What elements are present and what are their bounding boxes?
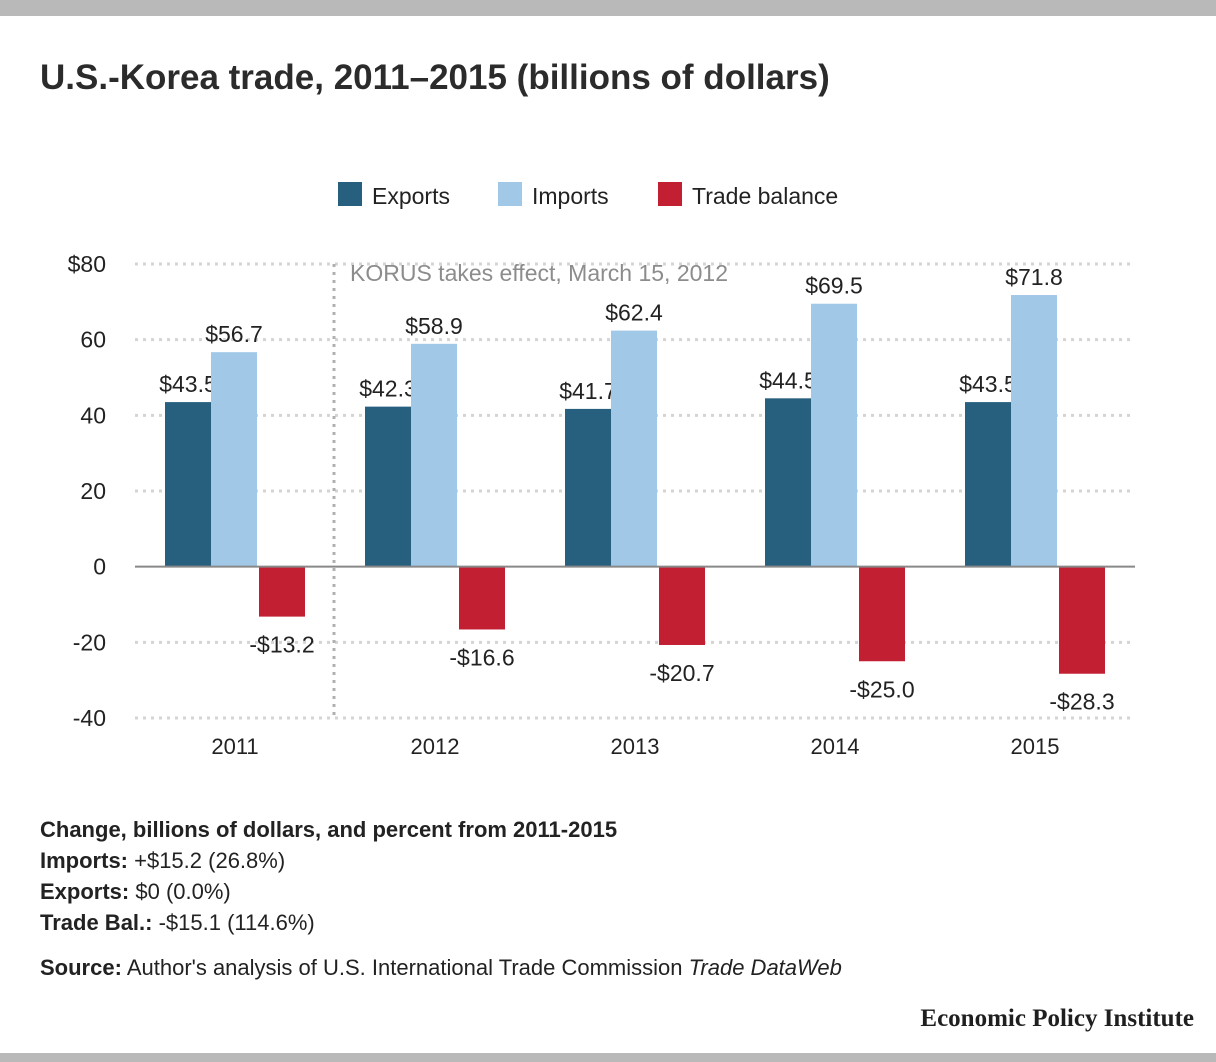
bar-exports-2012 bbox=[365, 406, 411, 567]
notes-imports: Imports: +$15.2 (26.8%) bbox=[40, 845, 617, 876]
source-note: Source: Author's analysis of U.S. Intern… bbox=[40, 955, 842, 981]
notes-balance-value: -$15.1 (114.6%) bbox=[152, 910, 315, 935]
x-tick-label-2014: 2014 bbox=[811, 734, 860, 759]
data-label-exports-2014: $44.5 bbox=[759, 367, 817, 393]
notes-balance: Trade Bal.: -$15.1 (114.6%) bbox=[40, 907, 617, 938]
y-tick-label: $80 bbox=[68, 251, 106, 277]
change-notes: Change, billions of dollars, and percent… bbox=[40, 814, 617, 938]
data-label-imports-2011: $56.7 bbox=[205, 321, 263, 347]
notes-imports-label: Imports: bbox=[40, 848, 128, 873]
y-tick-label: 20 bbox=[80, 478, 106, 504]
data-label-imports-2015: $71.8 bbox=[1005, 264, 1063, 290]
bar-imports-2012 bbox=[411, 343, 457, 567]
brand-logo: Economic Policy Institute bbox=[920, 1005, 1194, 1032]
bar-trade-balance-2012 bbox=[459, 566, 505, 630]
legend-label-1: Exports bbox=[372, 183, 450, 209]
data-label-exports-2015: $43.5 bbox=[959, 371, 1017, 397]
data-label-trade-balance-2013: -$20.7 bbox=[649, 660, 714, 686]
source-label: Source: bbox=[40, 955, 122, 980]
legend-label-2: Imports bbox=[532, 183, 609, 209]
data-label-exports-2013: $41.7 bbox=[559, 378, 617, 404]
bar-imports-2011 bbox=[211, 352, 257, 567]
y-tick-label: 60 bbox=[80, 327, 106, 353]
bar-trade-balance-2013 bbox=[659, 566, 705, 645]
data-label-trade-balance-2015: -$28.3 bbox=[1049, 689, 1114, 715]
data-label-trade-balance-2014: -$25.0 bbox=[849, 676, 914, 702]
chart-title: U.S.-Korea trade, 2011–2015 (billions of… bbox=[40, 58, 830, 97]
x-tick-label-2012: 2012 bbox=[411, 734, 460, 759]
legend-swatch-1 bbox=[338, 182, 362, 206]
source-italic: Trade DataWeb bbox=[688, 955, 842, 980]
source-text: Author's analysis of U.S. International … bbox=[121, 955, 689, 980]
data-label-imports-2013: $62.4 bbox=[605, 300, 663, 326]
bar-exports-2015 bbox=[965, 402, 1011, 567]
bottom-band bbox=[0, 1053, 1216, 1062]
y-tick-label: 40 bbox=[80, 402, 106, 428]
bar-imports-2014 bbox=[811, 303, 857, 567]
notes-heading: Change, billions of dollars, and percent… bbox=[40, 817, 618, 842]
y-tick-label: -40 bbox=[73, 705, 106, 731]
x-tick-label-2015: 2015 bbox=[1011, 734, 1060, 759]
legend-swatch-3 bbox=[658, 182, 682, 206]
legend-swatch-2 bbox=[498, 182, 522, 206]
notes-exports-label: Exports: bbox=[40, 879, 130, 904]
notes-imports-value: +$15.2 (26.8%) bbox=[128, 848, 286, 873]
y-tick-label: 0 bbox=[93, 554, 106, 580]
y-tick-label: -20 bbox=[73, 629, 106, 655]
notes-exports: Exports: $0 (0.0%) bbox=[40, 876, 617, 907]
data-label-trade-balance-2011: -$13.2 bbox=[249, 632, 314, 658]
bar-imports-2015 bbox=[1011, 295, 1057, 567]
data-label-exports-2011: $43.5 bbox=[159, 371, 217, 397]
bar-exports-2013 bbox=[565, 408, 611, 567]
top-band bbox=[0, 0, 1216, 16]
bar-trade-balance-2015 bbox=[1059, 566, 1105, 674]
notes-exports-value: $0 (0.0%) bbox=[129, 879, 231, 904]
data-label-imports-2012: $58.9 bbox=[405, 313, 463, 339]
x-tick-label-2013: 2013 bbox=[611, 734, 660, 759]
legend-label-3: Trade balance bbox=[692, 183, 838, 209]
data-label-exports-2012: $42.3 bbox=[359, 376, 417, 402]
bar-trade-balance-2011 bbox=[259, 566, 305, 617]
annotation-label: KORUS takes effect, March 15, 2012 bbox=[350, 260, 728, 286]
data-label-trade-balance-2012: -$16.6 bbox=[449, 644, 514, 670]
bar-chart: Exports Imports Trade balance $80 60 40 20 0 -20… bbox=[68, 182, 1135, 759]
data-label-imports-2014: $69.5 bbox=[805, 273, 863, 299]
x-tick-label-2011: 2011 bbox=[211, 734, 258, 759]
bar-exports-2011 bbox=[165, 402, 211, 567]
bar-trade-balance-2014 bbox=[859, 566, 905, 662]
bar-exports-2014 bbox=[765, 398, 811, 567]
notes-balance-label: Trade Bal.: bbox=[40, 910, 153, 935]
bar-imports-2013 bbox=[611, 330, 657, 567]
